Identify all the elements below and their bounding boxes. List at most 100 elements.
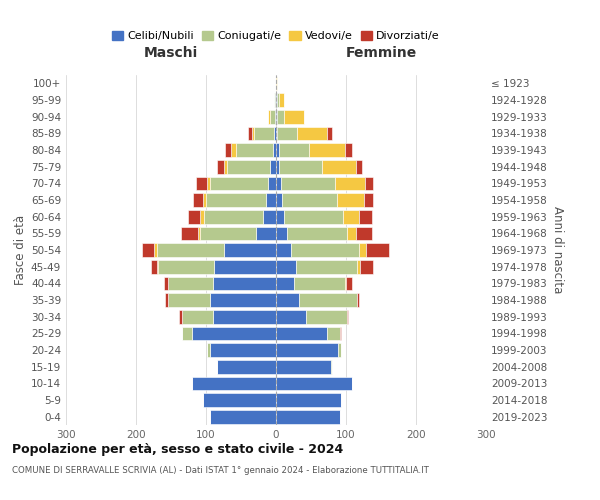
Bar	[158, 260, 214, 274]
Bar	[296, 260, 357, 274]
Bar	[276, 210, 284, 224]
Bar	[279, 143, 309, 157]
Bar	[276, 143, 279, 157]
Bar	[167, 293, 209, 307]
Bar	[356, 160, 362, 173]
Bar	[276, 276, 294, 290]
Bar	[275, 93, 276, 107]
Bar	[157, 243, 223, 257]
Bar	[276, 310, 306, 324]
Bar	[331, 360, 332, 374]
Bar	[179, 310, 182, 324]
Bar	[268, 110, 270, 124]
Bar	[347, 310, 348, 324]
Bar	[276, 410, 340, 424]
Bar	[265, 193, 276, 207]
Bar	[256, 226, 276, 240]
Bar	[343, 210, 359, 224]
Bar	[181, 226, 197, 240]
Text: Maschi: Maschi	[144, 46, 198, 60]
Bar	[340, 326, 341, 340]
Bar	[208, 343, 209, 357]
Bar	[200, 226, 256, 240]
Bar	[276, 176, 281, 190]
Bar	[276, 260, 296, 274]
Bar	[276, 93, 277, 107]
Bar	[203, 193, 206, 207]
Bar	[347, 226, 356, 240]
Bar	[276, 193, 283, 207]
Bar	[227, 160, 271, 173]
Bar	[200, 210, 204, 224]
Bar	[277, 110, 284, 124]
Bar	[268, 176, 276, 190]
Bar	[344, 276, 346, 290]
Bar	[192, 326, 276, 340]
Bar	[223, 160, 227, 173]
Bar	[209, 410, 276, 424]
Bar	[157, 260, 158, 274]
Bar	[322, 160, 356, 173]
Bar	[276, 160, 279, 173]
Bar	[277, 93, 279, 107]
Bar	[254, 126, 274, 140]
Bar	[359, 210, 372, 224]
Bar	[276, 243, 292, 257]
Bar	[276, 226, 287, 240]
Bar	[327, 326, 340, 340]
Y-axis label: Anni di nascita: Anni di nascita	[551, 206, 564, 294]
Bar	[210, 176, 268, 190]
Bar	[223, 243, 276, 257]
Bar	[188, 210, 200, 224]
Bar	[356, 226, 372, 240]
Bar	[279, 93, 284, 107]
Legend: Celibi/Nubili, Coniugati/e, Vedovi/e, Divorziati/e: Celibi/Nubili, Coniugati/e, Vedovi/e, Di…	[108, 26, 444, 46]
Bar	[192, 376, 276, 390]
Bar	[276, 343, 338, 357]
Bar	[276, 393, 341, 407]
Bar	[276, 293, 299, 307]
Text: Femmine: Femmine	[346, 46, 416, 60]
Bar	[182, 326, 192, 340]
Y-axis label: Fasce di età: Fasce di età	[14, 215, 27, 285]
Bar	[263, 210, 276, 224]
Bar	[236, 143, 272, 157]
Bar	[309, 143, 346, 157]
Bar	[283, 193, 337, 207]
Bar	[276, 76, 277, 90]
Bar	[357, 260, 360, 274]
Bar	[214, 260, 276, 274]
Bar	[154, 243, 157, 257]
Bar	[365, 243, 389, 257]
Bar	[297, 126, 327, 140]
Bar	[337, 193, 364, 207]
Bar	[292, 243, 359, 257]
Bar	[281, 176, 335, 190]
Bar	[164, 276, 167, 290]
Bar	[356, 293, 359, 307]
Bar	[209, 293, 276, 307]
Bar	[271, 160, 276, 173]
Bar	[182, 310, 213, 324]
Bar	[213, 310, 276, 324]
Bar	[276, 126, 277, 140]
Bar	[225, 143, 230, 157]
Bar	[142, 243, 154, 257]
Bar	[276, 360, 331, 374]
Bar	[365, 176, 373, 190]
Bar	[209, 343, 276, 357]
Bar	[284, 110, 304, 124]
Bar	[217, 160, 223, 173]
Bar	[204, 210, 263, 224]
Bar	[164, 293, 167, 307]
Bar	[287, 226, 347, 240]
Bar	[213, 276, 276, 290]
Bar	[346, 276, 352, 290]
Bar	[206, 176, 210, 190]
Bar	[327, 126, 332, 140]
Bar	[193, 193, 203, 207]
Bar	[306, 310, 347, 324]
Bar	[299, 293, 356, 307]
Bar	[338, 343, 341, 357]
Bar	[203, 393, 276, 407]
